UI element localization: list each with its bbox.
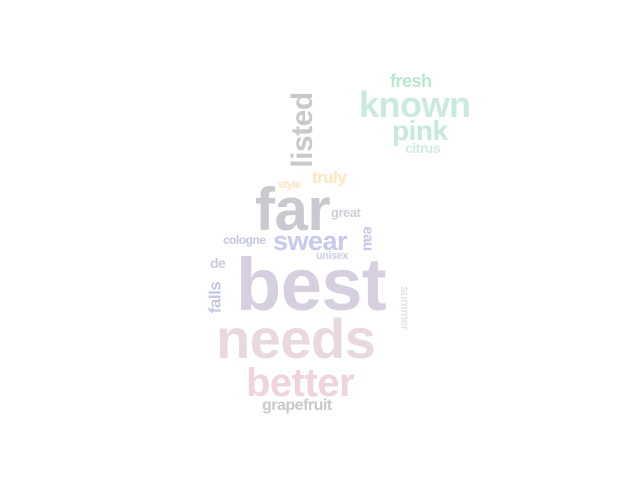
word-cologne: cologne bbox=[223, 233, 266, 247]
word-grapefruit: grapefruit bbox=[262, 397, 332, 414]
word-truly: truly bbox=[312, 168, 347, 187]
word-summer: summer bbox=[398, 286, 412, 330]
word-listed: listed bbox=[286, 92, 319, 168]
word-de: de bbox=[210, 255, 226, 271]
word-great: great bbox=[331, 205, 361, 220]
word-pink: pink bbox=[392, 115, 448, 146]
word-fresh: fresh bbox=[390, 71, 432, 91]
word-needs: needs bbox=[216, 307, 376, 370]
word-citrus: citrus bbox=[405, 140, 441, 156]
word-unisex: unisex bbox=[316, 250, 348, 262]
word-falls: falls bbox=[205, 281, 225, 314]
word-eau: eau bbox=[359, 226, 377, 251]
word-best: best bbox=[236, 243, 387, 326]
word-known: known bbox=[359, 84, 471, 125]
word-better: better bbox=[246, 361, 355, 405]
word-style: style bbox=[278, 179, 301, 191]
word-swear: swear bbox=[273, 226, 348, 256]
word-far: far bbox=[255, 176, 331, 243]
